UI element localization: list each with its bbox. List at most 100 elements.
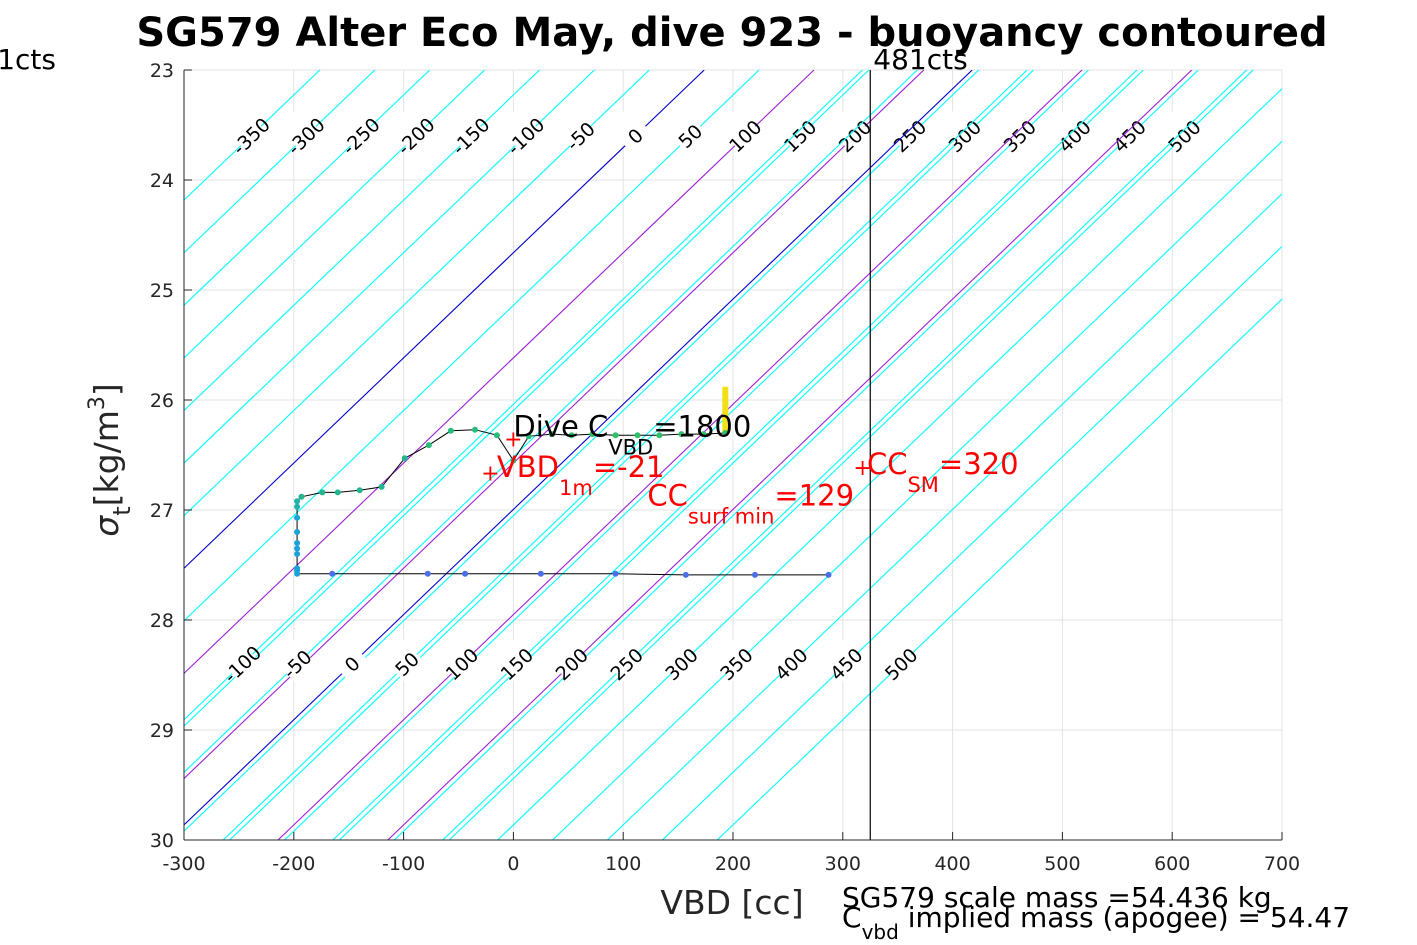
profile-point [537,570,544,577]
profile-point [634,432,641,439]
profile-point [589,431,596,438]
profile-point [294,529,301,535]
x-tick-label: 0 [507,853,519,875]
profile-point [510,457,517,464]
upper-label-mask [936,107,993,165]
lower-label-mask [653,635,710,693]
lower-label-mask [488,635,545,693]
annotation-subscript: SM [907,473,938,497]
profile-point [462,570,469,577]
profile-point [682,571,689,578]
y-axis-superscript: 3 [85,396,110,410]
upper-contour-line [184,70,321,201]
lower-label-mask [268,635,326,693]
lower-contour-line [387,70,1193,840]
profile-point [294,565,301,572]
lower-contour-line [277,70,1083,840]
upper-label-mask [222,107,280,165]
upper-label-mask [1101,107,1158,165]
upper-label-mask [332,107,389,165]
implied-mass-tail: implied mass (apogee) = 54.47 [899,901,1350,934]
upper-contour-line [184,70,650,517]
annotation-tail: =1800 [653,409,751,443]
profile-point [401,455,408,462]
profile-point [700,431,707,438]
lower-contour-line [442,70,1248,840]
upper-label-mask [497,107,554,165]
upper-contour-line [184,70,925,780]
plot-area: -350 -300 -250 -200 -150 -100 -50 0 50 100 150 200 2… [0,43,1300,875]
lower-label-mask [872,635,930,693]
y-tick-label: 25 [150,280,174,302]
implied-mass-main: C [842,901,862,934]
left-count-label: 1cts [0,43,56,76]
profile-point [493,432,500,439]
y-axis-unit: [kg/m [87,410,126,506]
lower-contour-line [222,70,1028,840]
upper-contour-line [184,70,376,254]
x-tick-label: -100 [382,853,425,875]
upper-contour-line [339,70,1144,840]
plot-clipped-group: -350 -300 -250 -200 -150 -100 -50 0 50 100 150 200 2… [184,70,1282,840]
upper-contour-line [284,70,1089,840]
profile-point [294,540,301,546]
profile-point [678,431,685,438]
annotation-subscript: VBD [608,435,653,459]
annotation-main: CC [867,447,908,481]
profile-point [319,489,326,496]
profile-point [378,483,385,490]
profile-point [612,432,619,439]
plus-marker: + [853,456,871,481]
vbd-reference-label: 481cts [873,43,967,76]
upper-contour-line [184,70,705,569]
profile-point [294,545,301,552]
plus-marker: + [481,462,499,487]
x-axis-label: VBD [cc] [660,883,803,922]
upper-label-mask [387,107,444,165]
profile-point [294,503,301,510]
x-tick-label: -200 [272,853,315,875]
profile-point [568,432,575,439]
lower-label-mask [433,635,490,693]
y-axis-label: σt[kg/m3] [85,383,136,536]
plus-marker: + [504,428,522,453]
lower-label-mask [323,635,381,693]
upper-contour-line [184,70,980,832]
lower-contour-line [184,70,973,826]
upper-contour-line [184,70,815,675]
x-tick-label: 300 [825,853,861,875]
profile-point [447,427,454,434]
profile-point [525,433,532,440]
annotation: VBD1m=-21 [497,450,665,500]
profile-line [296,429,829,576]
chart-title: SG579 Alter Eco May, dive 923 - buoyancy… [136,10,1327,56]
upper-contour-line [184,70,870,727]
y-tick-label: 26 [150,390,174,412]
implied-mass-note: Cvbd implied mass (apogee) = 54.47 [842,901,1350,944]
profile-point [298,493,305,500]
scale-mass-note: SG579 scale mass =54.436 kg [842,881,1272,914]
implied-mass-subscript: vbd [862,920,899,944]
x-tick-label: 500 [1044,853,1080,875]
upper-label-mask [552,107,609,165]
lower-contour-line [552,140,1282,840]
lower-label-mask [214,635,271,693]
upper-label-mask [607,107,664,165]
y-tick-label: 30 [150,830,174,852]
profile-point [334,489,341,496]
lower-label-mask [378,635,435,693]
lower-contour-line [661,245,1282,840]
profile-point [825,571,832,578]
upper-label-mask [1046,107,1103,165]
x-tick-label: 600 [1154,853,1190,875]
annotation-tail: =129 [774,479,854,513]
annotation-subscript: 1m [559,476,593,500]
profile-point [424,570,431,577]
y-tick-label: 27 [150,500,174,522]
upper-label-mask [716,107,774,165]
x-tick-label: 200 [715,853,751,875]
upper-label-mask [991,107,1048,165]
upper-contour-line [184,70,760,622]
y-tick-label: 24 [150,170,174,192]
